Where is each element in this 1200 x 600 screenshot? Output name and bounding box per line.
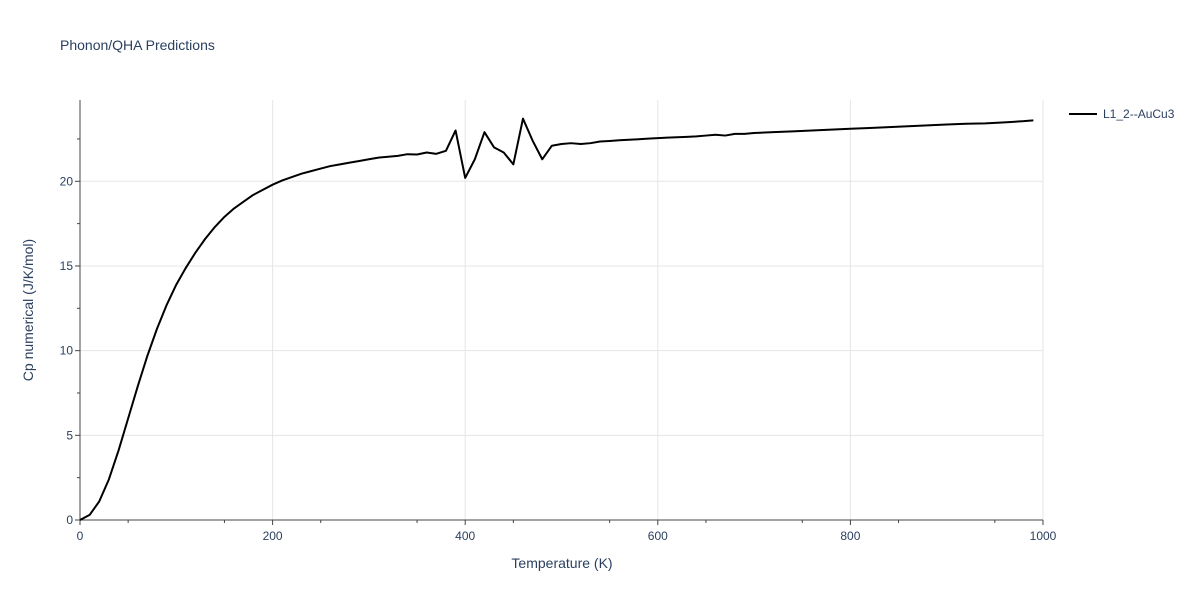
series-line-0 (79, 117, 1034, 521)
gridlines (80, 100, 1044, 520)
x-axis-title: Temperature (K) (511, 555, 612, 571)
y-tick-label: 0 (66, 513, 73, 527)
y-tick-label: 15 (60, 259, 74, 273)
axes (75, 100, 1044, 525)
x-tick-label: 400 (455, 529, 475, 543)
y-tick-label: 5 (66, 428, 73, 442)
y-axis-title: Cp numerical (J/K/mol) (20, 239, 36, 381)
x-tick-label: 800 (840, 529, 860, 543)
y-tick-label: 20 (60, 174, 74, 188)
x-tick-label: 1000 (1030, 529, 1057, 543)
x-tick-label: 200 (263, 529, 283, 543)
legend[interactable]: L1_2--AuCu3 (1069, 107, 1175, 121)
x-tick-label: 0 (77, 529, 84, 543)
series-layer (79, 117, 1034, 521)
chart-title: Phonon/QHA Predictions (60, 37, 215, 53)
x-tick-label: 600 (648, 529, 668, 543)
tick-labels: 0 200 400 600 800 1000 0 5 10 15 20 (60, 174, 1057, 543)
legend-label: L1_2--AuCu3 (1103, 107, 1175, 121)
y-tick-label: 10 (60, 344, 74, 358)
